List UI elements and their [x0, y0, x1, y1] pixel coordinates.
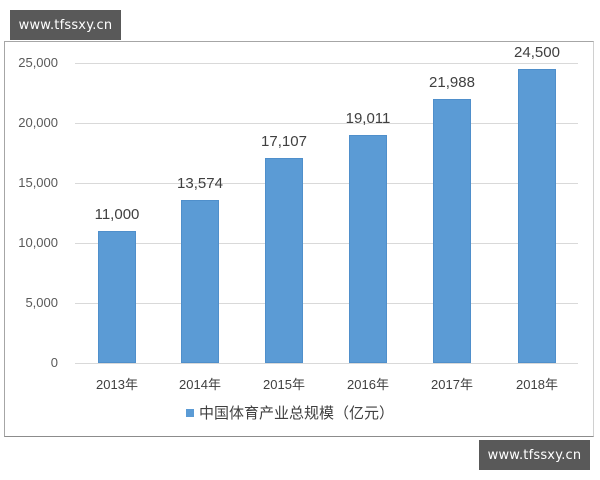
- y-axis-tick-label: 5,000: [25, 295, 58, 310]
- gridline: [75, 243, 578, 244]
- x-axis-tick-label: 2016年: [347, 377, 389, 392]
- chart-legend: 中国体育产业总规模（亿元）: [186, 402, 394, 423]
- data-label: 13,574: [177, 175, 223, 192]
- bar-2015: [265, 158, 303, 363]
- data-label: 11,000: [94, 206, 140, 223]
- x-axis-tick-label: 2017年: [431, 377, 473, 392]
- y-axis-tick-label: 0: [50, 355, 58, 370]
- x-axis-tick-label: 2014年: [179, 377, 221, 392]
- data-label: 24,500: [514, 44, 560, 61]
- data-label: 17,107: [261, 133, 307, 150]
- bar-2018: [518, 69, 556, 363]
- y-axis-tick-label: 15,000: [18, 175, 58, 190]
- x-axis-tick-label: 2015年: [263, 377, 305, 392]
- data-label: 21,988: [429, 74, 475, 91]
- gridline: [75, 363, 578, 364]
- x-axis-tick-label: 2013年: [96, 377, 138, 392]
- data-label: 19,011: [345, 110, 391, 127]
- watermark-bottom: www.tfssxy.cn: [479, 440, 590, 470]
- gridline: [75, 183, 578, 184]
- bar-2017: [433, 99, 471, 363]
- legend-label: 中国体育产业总规模（亿元）: [199, 404, 395, 422]
- bar-2013: [98, 231, 136, 363]
- y-axis-tick-label: 25,000: [18, 55, 58, 70]
- gridline: [75, 123, 578, 124]
- gridline: [75, 63, 578, 64]
- y-axis-tick-label: 20,000: [18, 115, 58, 130]
- bar-2016: [349, 135, 387, 363]
- legend-swatch-icon: [186, 408, 194, 417]
- x-axis-tick-label: 2018年: [516, 377, 558, 392]
- bar-2014: [181, 200, 219, 363]
- y-axis-tick-label: 10,000: [18, 235, 58, 250]
- gridline: [75, 303, 578, 304]
- watermark-top: www.tfssxy.cn: [10, 10, 121, 40]
